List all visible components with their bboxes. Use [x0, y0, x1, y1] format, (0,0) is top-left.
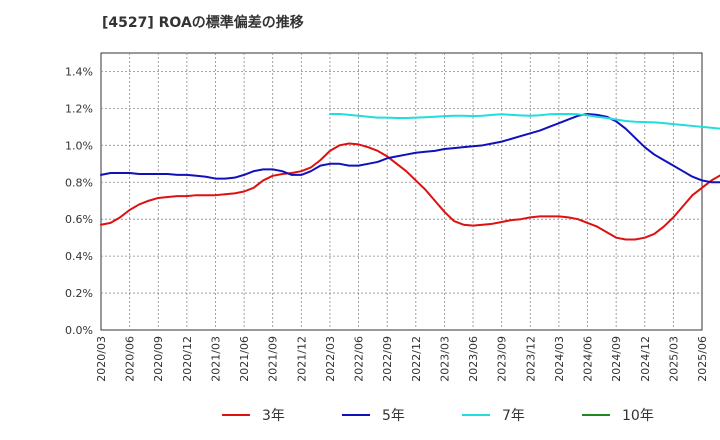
- grid-layer: [100, 52, 703, 331]
- x-tick-label: 2023/03: [438, 336, 451, 382]
- x-tick-label: 2023/06: [467, 336, 480, 382]
- x-tick-label: 2020/09: [152, 336, 165, 382]
- x-tick-label: 2020/06: [124, 336, 137, 382]
- x-tick-label: 2024/09: [610, 336, 623, 382]
- x-tick-label: 2021/09: [267, 336, 280, 382]
- x-tick-label: 2024/06: [582, 336, 595, 382]
- axis-layer: 0.0% 0.2% 0.4% 0.6% 0.8% 1.0% 1.2% 1.4% 2020/03 2…: [65, 65, 709, 381]
- series-line-7年: [328, 112, 720, 130]
- x-tick-label: 2024/03: [553, 336, 566, 382]
- x-tick-label: 2021/12: [295, 336, 308, 382]
- plot-frame: [100, 52, 703, 331]
- series-line-5年: [100, 112, 720, 184]
- x-tick-label: 2022/03: [324, 336, 337, 382]
- y-tick-label: 1.0%: [65, 139, 93, 152]
- x-tick-label: 2021/03: [209, 336, 222, 382]
- x-tick-label: 2022/12: [410, 336, 423, 382]
- x-tick-label: 2024/12: [639, 336, 652, 382]
- x-tick-label: 2025/06: [696, 336, 709, 382]
- x-tick-label: 2023/09: [496, 336, 509, 382]
- y-tick-label: 1.2%: [65, 102, 93, 115]
- legend-label: 7年: [502, 408, 525, 424]
- y-tick-label: 0.2%: [65, 287, 93, 300]
- legend-label: 5年: [382, 408, 405, 424]
- y-tick-label: 1.4%: [65, 65, 93, 78]
- y-tick-label: 0.8%: [65, 176, 93, 189]
- y-tick-label: 0.6%: [65, 213, 93, 226]
- legend-label: 10年: [622, 408, 654, 424]
- x-tick-label: 2020/12: [181, 336, 194, 382]
- x-tick-label: 2021/06: [238, 336, 251, 382]
- series-layer: [100, 112, 720, 241]
- y-tick-label: 0.4%: [65, 250, 93, 263]
- x-tick-label: 2020/03: [95, 336, 108, 382]
- series-line-3年: [100, 142, 720, 241]
- legend: 3年 5年 7年 10年: [222, 408, 654, 424]
- x-tick-label: 2022/06: [353, 336, 366, 382]
- x-tick-label: 2025/03: [667, 336, 680, 382]
- chart-title: [4527] ROAの標準偏差の推移: [102, 14, 304, 31]
- legend-label: 3年: [262, 408, 285, 424]
- x-tick-label: 2022/09: [381, 336, 394, 382]
- x-tick-label: 2023/12: [524, 336, 537, 382]
- y-tick-label: 0.0%: [65, 324, 93, 337]
